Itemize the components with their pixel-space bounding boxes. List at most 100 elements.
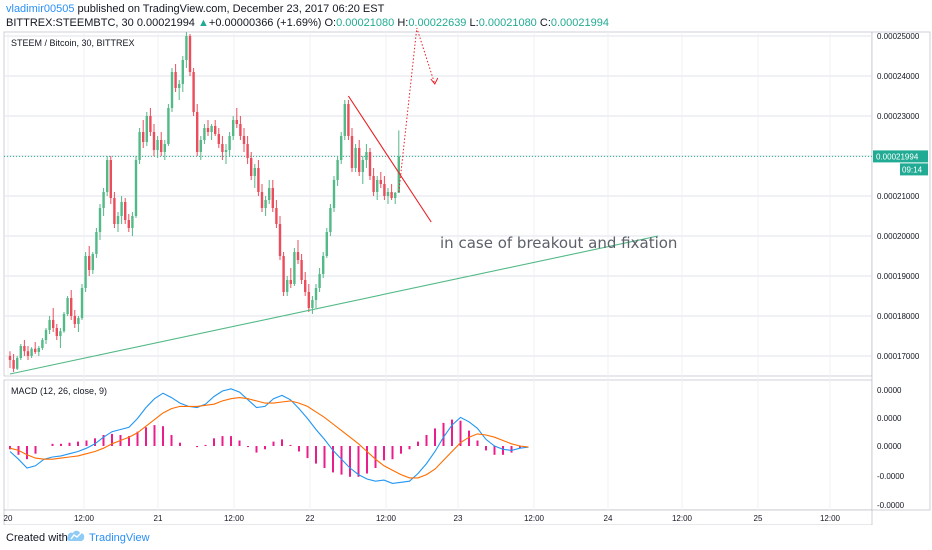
price-tick-label: 0.00019000 (877, 272, 920, 281)
price-axis-frame (871, 31, 931, 511)
candle-body (170, 72, 174, 108)
candle-body (260, 192, 264, 208)
candle-body (224, 150, 228, 152)
candle-body (59, 331, 62, 336)
price-tick-label: 0.00017000 (877, 352, 920, 361)
price-pane-frame (3, 31, 873, 377)
chart-header: vladimir00505 published on TradingView.c… (0, 0, 932, 32)
candle-body (322, 256, 325, 274)
candle-body (379, 180, 382, 184)
candle-body (16, 358, 19, 369)
candle-body (343, 104, 346, 136)
candle-body (232, 120, 235, 136)
candle-body (325, 232, 328, 256)
candle-body (55, 328, 58, 336)
low-label: L: (469, 17, 479, 29)
support-trendline (9, 235, 659, 375)
macd-tick-label: -0.0000 (877, 472, 905, 481)
candle-body (134, 160, 138, 216)
tradingview-brand[interactable]: TradingView (89, 532, 150, 544)
candle-body (23, 346, 26, 352)
candle-body (185, 36, 188, 60)
breakout-annotation: in case of breakout and fixation (440, 234, 677, 252)
candle-body (127, 220, 130, 228)
countdown-badge (900, 163, 928, 176)
author-link[interactable]: vladimir00505 (6, 3, 75, 15)
candle-body (365, 152, 368, 160)
candle-body (350, 136, 354, 168)
candle-body (354, 148, 357, 168)
candle-body (340, 136, 343, 160)
candle-body (80, 288, 84, 318)
close-value: 0.00021994 (550, 17, 609, 29)
candle-body (73, 316, 76, 324)
candle-body (199, 140, 202, 152)
candle-body (48, 320, 51, 330)
candle-body (289, 280, 292, 284)
price-tick-label: 0.00020000 (877, 232, 920, 241)
candle-body (293, 252, 296, 284)
candle-body (278, 224, 282, 256)
candle-body (113, 198, 116, 224)
candle-body (296, 252, 300, 260)
candle-body (332, 180, 336, 208)
candle-body (109, 160, 112, 198)
candle-body (116, 216, 120, 224)
candle-body (8, 356, 12, 360)
candle-body (242, 136, 246, 144)
time-tick-label: 12:00 (376, 514, 397, 523)
price-tick-label: 0.00025000 (877, 32, 920, 41)
candle-body (12, 360, 15, 369)
candle-body (192, 72, 195, 112)
candle-body (62, 314, 66, 332)
ticker-line: BITTREX:STEEMBTC, 30 0.00021994 ▲+0.0000… (6, 17, 609, 29)
candle-body (188, 36, 192, 72)
candle-body (37, 348, 40, 352)
candle-body (88, 256, 91, 270)
candle-body (181, 60, 184, 84)
candle-body (30, 348, 33, 356)
candle-body (52, 320, 55, 328)
last-price-badge (873, 150, 928, 163)
candle-body (264, 200, 267, 208)
candle-body (160, 140, 163, 152)
candle-body (386, 192, 390, 196)
candle-body (178, 84, 181, 88)
time-tick-label: 24 (604, 514, 613, 523)
breakout-projection-path (398, 27, 436, 193)
candle-body (239, 124, 242, 136)
time-axis-frame (3, 509, 873, 525)
candle-body (149, 116, 152, 132)
open-value: 0.00021080 (336, 17, 395, 29)
candle-body (106, 160, 109, 192)
time-tick-label: 12:00 (74, 514, 95, 523)
chart-canvas[interactable]: 0.00017000 0.00018000 0.00019000 0.00020000… (0, 0, 932, 525)
time-tick-label: 12:00 (672, 514, 693, 523)
candle-body (203, 128, 206, 140)
tradingview-cloud-icon (66, 530, 85, 541)
candle-body (163, 144, 166, 152)
candle-body (394, 192, 397, 198)
candle-body (26, 351, 30, 356)
signal-line (9, 397, 529, 479)
price-change: +0.00000366 (+1.69%) (208, 17, 322, 29)
candle-body (311, 300, 314, 308)
bar-countdown-label: 09:14 (902, 165, 923, 174)
low-value: 0.00021080 (478, 17, 537, 29)
candle-body (286, 280, 289, 292)
candle-body (95, 232, 98, 254)
candle-body (214, 126, 217, 134)
candle-body (390, 192, 393, 198)
footer: Created with TradingView (0, 525, 932, 550)
candle-body (102, 192, 105, 208)
chart-title: STEEM / Bitcoin, 30, BITTREX (11, 38, 135, 48)
candle-body (271, 188, 274, 208)
candle-body (246, 144, 249, 158)
candle-body (44, 330, 48, 340)
macd-tick-label: 0.0000 (877, 442, 902, 451)
candle-body (376, 180, 379, 192)
candle-body (131, 216, 134, 228)
price-tick-label: 0.00023000 (877, 112, 920, 121)
time-tick-label: 23 (454, 514, 463, 523)
candle-body (70, 298, 73, 316)
